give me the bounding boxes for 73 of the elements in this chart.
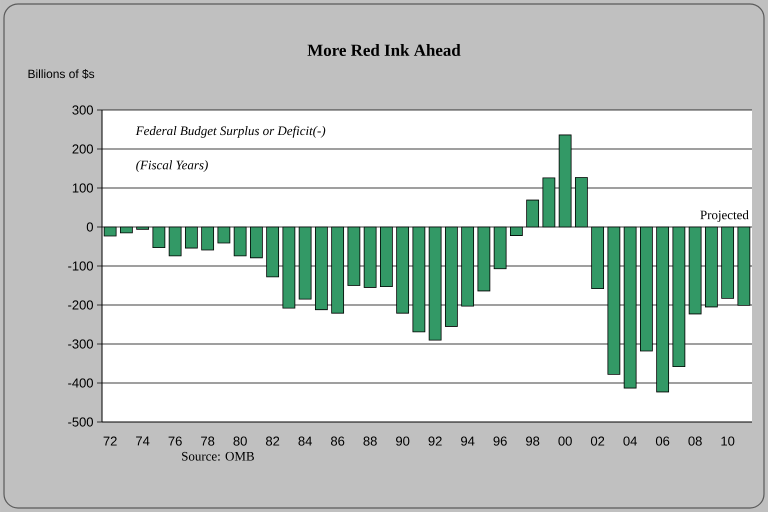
bar bbox=[298, 226, 312, 300]
bar bbox=[688, 226, 702, 314]
bar bbox=[168, 226, 182, 256]
x-tick-label: 90 bbox=[396, 436, 410, 446]
bar bbox=[364, 226, 377, 288]
y-tick-label: -100 bbox=[68, 261, 93, 271]
bar bbox=[396, 226, 410, 314]
bar bbox=[558, 134, 572, 228]
annotation: (Fiscal Years) bbox=[136, 160, 208, 172]
annotation: Projected bbox=[700, 210, 749, 222]
bar bbox=[282, 226, 296, 309]
bar bbox=[250, 226, 263, 258]
y-tick-label: -500 bbox=[68, 417, 93, 427]
x-tick-label: 82 bbox=[266, 436, 280, 446]
bar bbox=[477, 226, 490, 292]
x-tick-label: 08 bbox=[688, 436, 702, 446]
bar bbox=[591, 226, 604, 290]
x-tick-label: 86 bbox=[330, 436, 344, 446]
x-tick-label: 92 bbox=[428, 436, 442, 446]
x-tick-label: 02 bbox=[590, 436, 604, 446]
bar bbox=[574, 177, 588, 228]
bar bbox=[656, 226, 670, 392]
bar bbox=[640, 226, 653, 352]
x-tick-label: 96 bbox=[494, 436, 507, 446]
x-tick-label: 76 bbox=[168, 436, 182, 446]
bar bbox=[461, 226, 474, 307]
bar bbox=[494, 226, 507, 270]
y-axis-title: Billions of $s bbox=[28, 69, 94, 79]
y-tick-label: 200 bbox=[72, 144, 93, 154]
bar bbox=[136, 226, 150, 230]
x-tick-label: 88 bbox=[363, 436, 377, 446]
x-tick-label: 94 bbox=[461, 436, 474, 446]
y-tick-label: -200 bbox=[68, 300, 93, 310]
y-tick-label: -300 bbox=[68, 339, 93, 349]
bar bbox=[152, 226, 166, 248]
chart-title: More Red Ink Ahead bbox=[308, 44, 461, 56]
bar bbox=[542, 177, 556, 228]
bar bbox=[234, 226, 247, 256]
bar bbox=[510, 226, 523, 236]
x-tick-label: 78 bbox=[201, 436, 214, 446]
bar bbox=[704, 226, 718, 308]
bar bbox=[721, 226, 734, 299]
bar bbox=[526, 200, 540, 228]
x-tick-label: 10 bbox=[721, 436, 734, 446]
bar bbox=[266, 226, 280, 278]
bar bbox=[217, 226, 230, 244]
bar bbox=[331, 226, 344, 314]
bar bbox=[184, 226, 198, 248]
x-tick-label: 98 bbox=[526, 436, 540, 446]
annotation: Federal Budget Surplus or Deficit(-) bbox=[136, 126, 326, 138]
y-tick-label: 0 bbox=[86, 222, 93, 232]
bar bbox=[428, 226, 442, 340]
bar bbox=[380, 226, 393, 288]
x-tick-label: 80 bbox=[233, 436, 247, 446]
y-tick-label: 300 bbox=[72, 105, 93, 115]
y-tick-label: 100 bbox=[72, 183, 93, 193]
bar bbox=[120, 226, 133, 234]
x-tick-label: 04 bbox=[623, 436, 637, 446]
bar bbox=[607, 226, 620, 375]
bar bbox=[624, 226, 637, 388]
bar bbox=[412, 226, 426, 332]
bar bbox=[444, 226, 458, 327]
x-tick-label: 72 bbox=[104, 436, 117, 446]
bar bbox=[314, 226, 328, 310]
bar bbox=[347, 226, 360, 286]
x-tick-label: 06 bbox=[656, 436, 670, 446]
y-tick-label: -400 bbox=[68, 378, 93, 388]
bar bbox=[672, 226, 686, 368]
bar bbox=[201, 226, 214, 250]
source-note: Source: OMB bbox=[182, 452, 254, 461]
x-tick-label: 00 bbox=[558, 436, 572, 446]
x-tick-label: 84 bbox=[298, 436, 312, 446]
x-tick-label: 74 bbox=[136, 436, 150, 446]
